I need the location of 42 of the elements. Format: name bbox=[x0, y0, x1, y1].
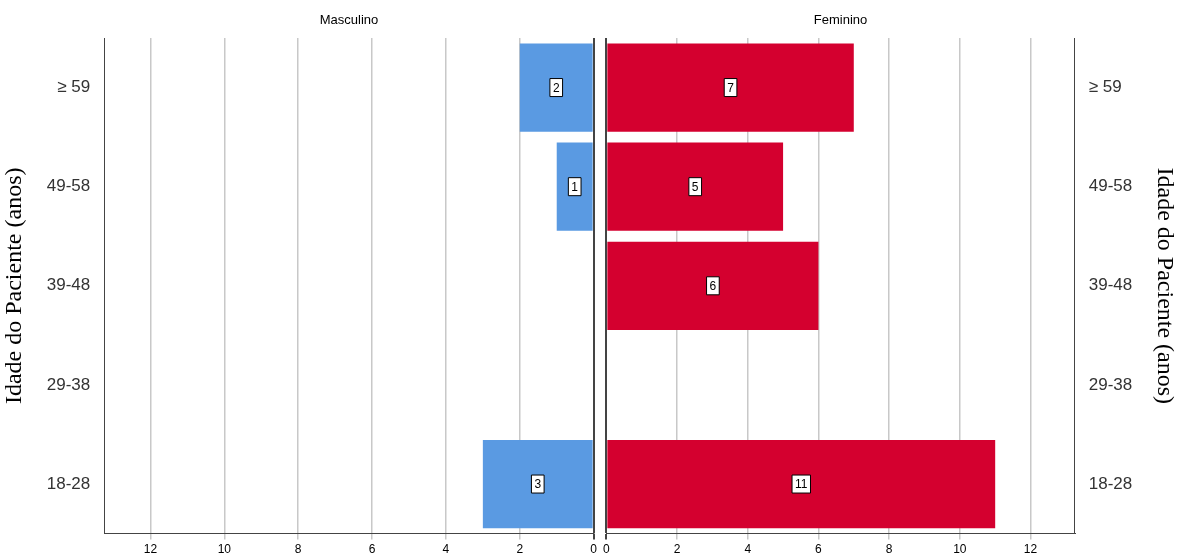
chart-title: Feminino bbox=[813, 11, 868, 27]
bar bbox=[607, 439, 996, 529]
y-tick-label: 18-28 bbox=[1088, 473, 1133, 493]
y-tick-label: ≥ 59 bbox=[1088, 77, 1122, 97]
data-label: 2 bbox=[552, 80, 560, 95]
y-tick-label: 49-58 bbox=[1088, 176, 1133, 196]
bar bbox=[607, 142, 784, 231]
y-tick-label: 29-38 bbox=[46, 374, 91, 394]
data-label: 5 bbox=[691, 179, 699, 194]
x-tick-label: 6 bbox=[815, 542, 823, 557]
x-tick-label: 8 bbox=[294, 542, 302, 557]
x-tick-label: 8 bbox=[885, 542, 893, 557]
y-tick-label: 29-38 bbox=[1088, 374, 1133, 394]
y-axis-title: Idade do Paciente (anos) bbox=[1153, 167, 1179, 405]
x-tick-label: 10 bbox=[217, 542, 232, 557]
x-tick-label: 6 bbox=[368, 542, 376, 557]
bar bbox=[482, 439, 593, 529]
y-tick-label: 39-48 bbox=[46, 275, 91, 295]
chart-title: Masculino bbox=[319, 11, 379, 27]
x-tick-label: 12 bbox=[1023, 542, 1038, 557]
x-tick-label: 0 bbox=[602, 542, 610, 557]
y-tick-label: ≥ 59 bbox=[57, 77, 91, 97]
x-tick-label: 4 bbox=[442, 542, 450, 557]
bar bbox=[607, 241, 819, 330]
bar bbox=[519, 43, 593, 132]
x-tick-label: 2 bbox=[673, 542, 681, 557]
bar bbox=[556, 142, 593, 231]
data-label: 1 bbox=[571, 179, 579, 194]
x-tick-label: 0 bbox=[590, 542, 598, 557]
x-tick-label: 4 bbox=[744, 542, 752, 557]
data-label: 6 bbox=[709, 279, 717, 294]
x-tick-label: 12 bbox=[143, 542, 158, 557]
x-tick-label: 2 bbox=[516, 542, 524, 557]
data-label: 7 bbox=[727, 80, 735, 95]
bar bbox=[607, 43, 854, 132]
y-tick-label: 49-58 bbox=[46, 176, 91, 196]
data-label: 3 bbox=[534, 477, 542, 492]
y-tick-label: 39-48 bbox=[1088, 275, 1133, 295]
y-tick-label: 18-28 bbox=[46, 473, 91, 493]
y-axis-title: Idade do Paciente (anos) bbox=[0, 167, 26, 405]
x-tick-label: 10 bbox=[953, 542, 967, 557]
data-label: 11 bbox=[795, 477, 808, 492]
